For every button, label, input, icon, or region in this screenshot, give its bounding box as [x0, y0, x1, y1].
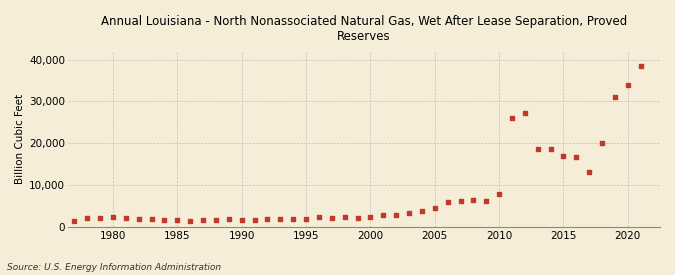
Point	[313, 215, 324, 220]
Point	[597, 141, 608, 145]
Point	[610, 95, 620, 100]
Point	[558, 154, 569, 159]
Point	[275, 217, 286, 222]
Point	[622, 82, 633, 87]
Point	[352, 216, 363, 220]
Point	[146, 217, 157, 222]
Point	[468, 198, 479, 202]
Point	[493, 192, 504, 197]
Point	[134, 216, 144, 221]
Text: Source: U.S. Energy Information Administration: Source: U.S. Energy Information Administ…	[7, 263, 221, 272]
Point	[340, 215, 350, 220]
Point	[442, 200, 453, 205]
Point	[533, 147, 543, 151]
Point	[571, 155, 582, 159]
Point	[107, 215, 118, 220]
Point	[198, 218, 209, 222]
Point	[378, 213, 389, 217]
Point	[327, 216, 338, 220]
Point	[391, 213, 402, 217]
Point	[223, 217, 234, 222]
Point	[236, 218, 247, 222]
Point	[159, 218, 170, 222]
Point	[455, 199, 466, 203]
Point	[506, 116, 517, 120]
Point	[584, 170, 595, 175]
Point	[249, 218, 260, 222]
Point	[416, 208, 427, 213]
Point	[172, 218, 183, 222]
Point	[82, 216, 92, 221]
Point	[365, 215, 376, 219]
Point	[69, 219, 80, 223]
Point	[95, 216, 105, 220]
Y-axis label: Billion Cubic Feet: Billion Cubic Feet	[15, 94, 25, 184]
Point	[300, 217, 311, 221]
Point	[520, 111, 531, 115]
Point	[404, 211, 414, 215]
Point	[211, 218, 221, 222]
Point	[262, 217, 273, 222]
Point	[635, 64, 646, 68]
Point	[481, 199, 491, 203]
Point	[288, 217, 298, 221]
Title: Annual Louisiana - North Nonassociated Natural Gas, Wet After Lease Separation, : Annual Louisiana - North Nonassociated N…	[101, 15, 627, 43]
Point	[429, 206, 440, 210]
Point	[120, 216, 131, 220]
Point	[185, 219, 196, 223]
Point	[545, 146, 556, 151]
